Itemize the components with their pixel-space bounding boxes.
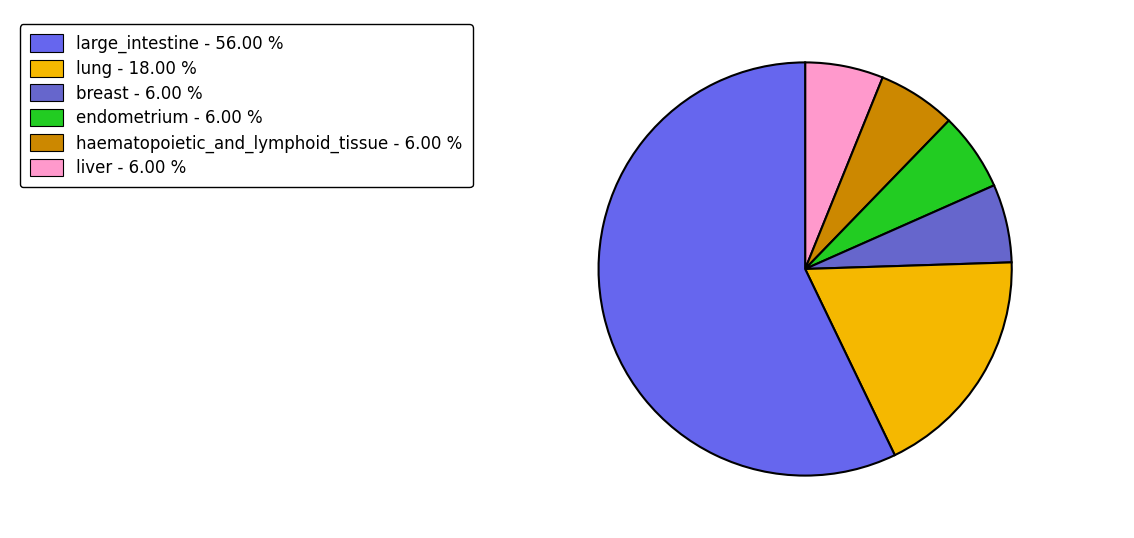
Wedge shape	[805, 121, 995, 269]
Wedge shape	[805, 77, 949, 269]
Wedge shape	[805, 62, 882, 269]
Legend: large_intestine - 56.00 %, lung - 18.00 %, breast - 6.00 %, endometrium - 6.00 %: large_intestine - 56.00 %, lung - 18.00 …	[19, 24, 473, 187]
Wedge shape	[599, 62, 895, 476]
Wedge shape	[805, 186, 1012, 269]
Wedge shape	[805, 263, 1012, 455]
